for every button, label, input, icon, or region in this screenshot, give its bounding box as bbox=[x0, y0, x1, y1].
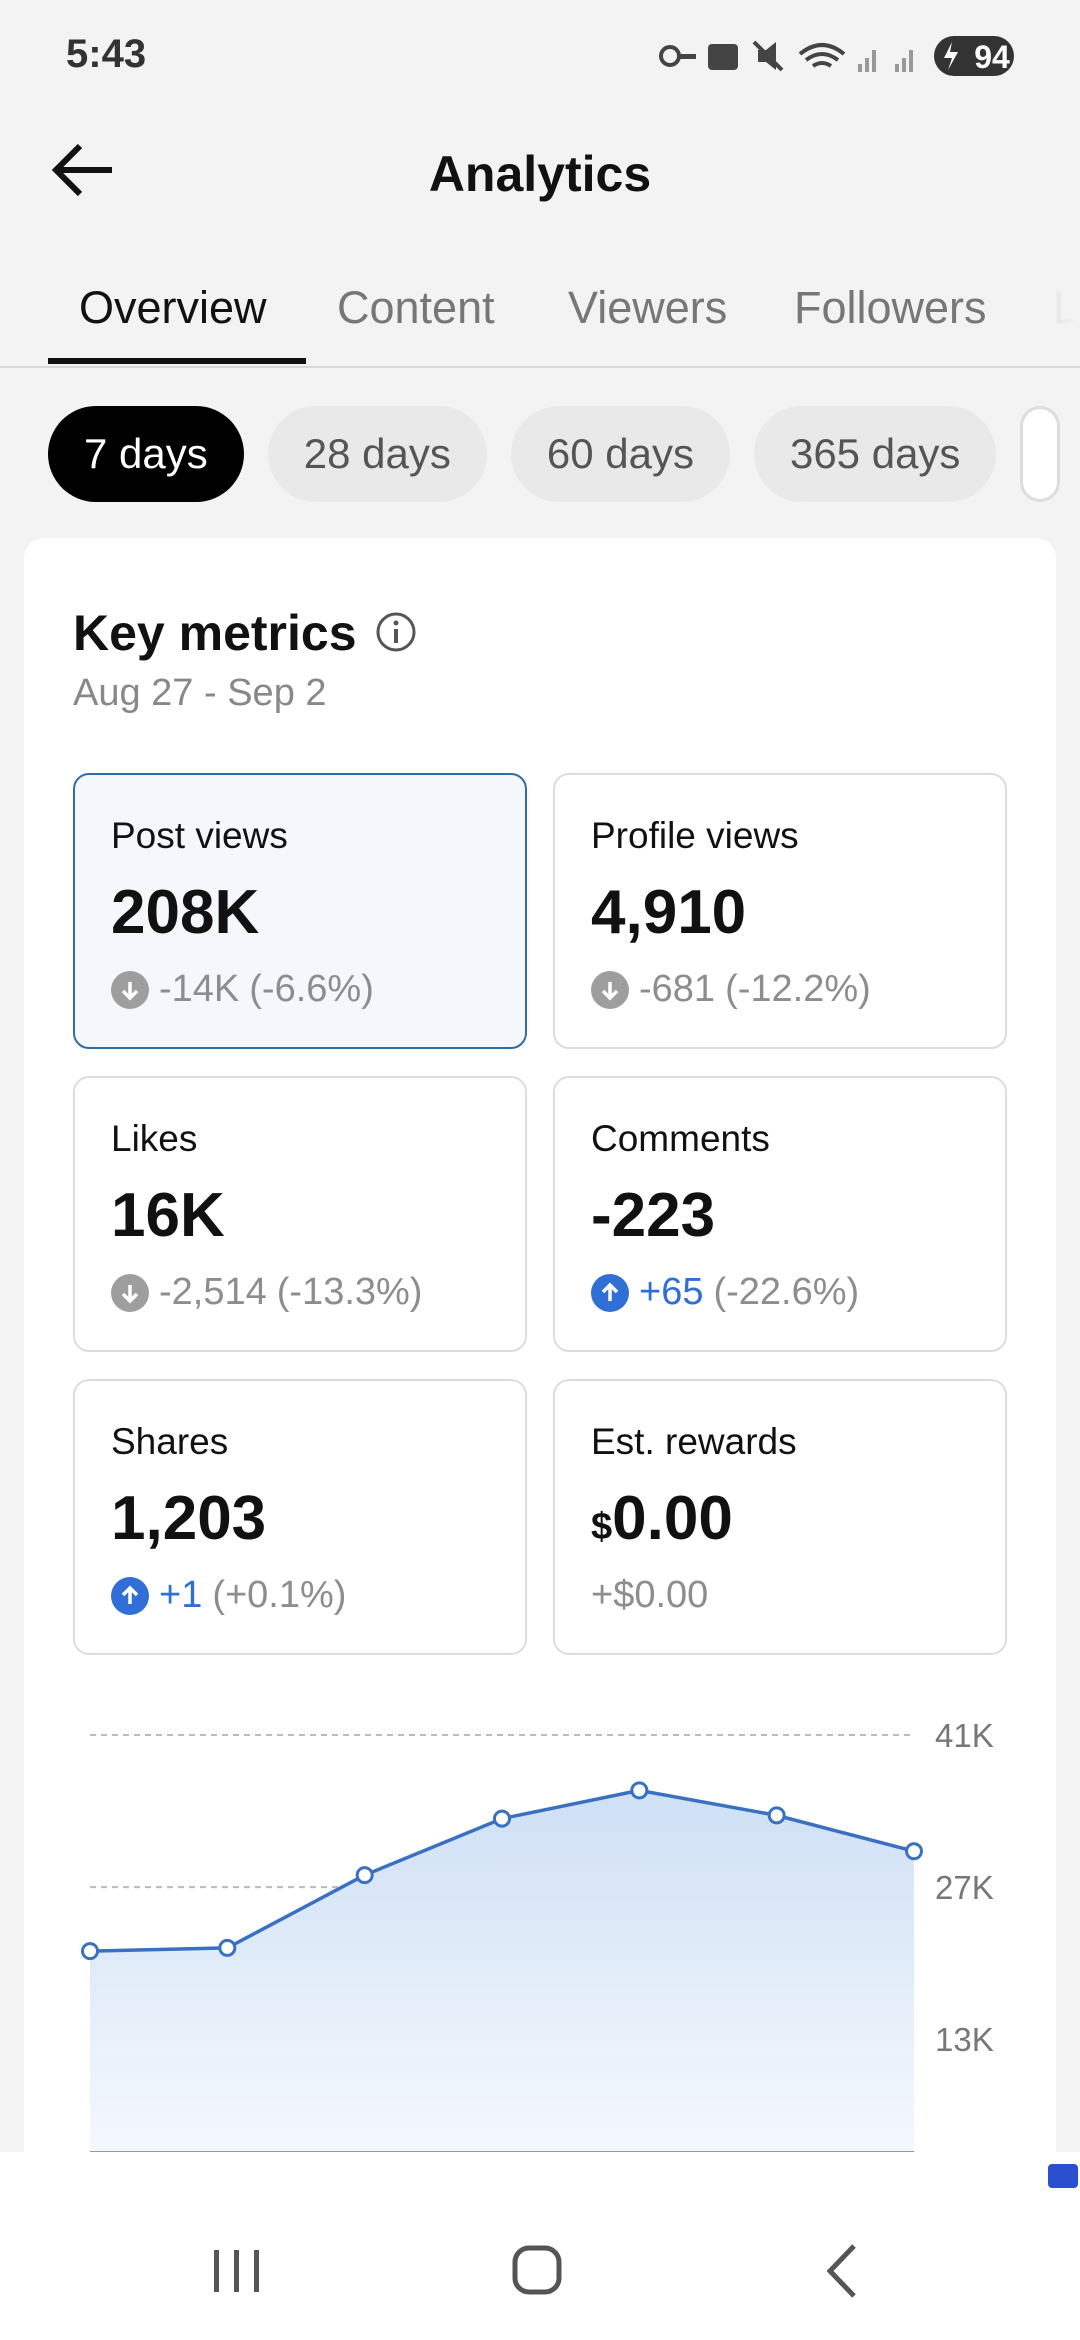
percent: (+0.1%) bbox=[212, 1574, 347, 1616]
change: -2,514 bbox=[159, 1271, 267, 1313]
date-range: Aug 27 - Sep 2 bbox=[73, 672, 327, 714]
metric-card[interactable]: Post views 208K -14K (-6.6%) bbox=[73, 773, 527, 1049]
period-chips: 7 days 28 days 60 days 365 days bbox=[48, 406, 1061, 502]
metric-card[interactable]: Est. rewards $0.00 +$0.00 bbox=[553, 1379, 1007, 1655]
nav-buttons bbox=[214, 2244, 856, 2298]
area bbox=[90, 1790, 914, 2151]
period-chip[interactable]: 7 days bbox=[48, 406, 244, 502]
period-chip[interactable] bbox=[1020, 406, 1061, 502]
metric-value: 16K bbox=[111, 1180, 225, 1251]
change: -681 bbox=[639, 968, 716, 1010]
point bbox=[630, 1781, 649, 1800]
currency: $ bbox=[591, 1506, 613, 1548]
y-tick-label: 27K bbox=[935, 1869, 994, 1906]
trend-icon bbox=[591, 970, 629, 1009]
percent: (-6.6%) bbox=[249, 968, 374, 1010]
point bbox=[355, 1866, 374, 1885]
value: 1,203 bbox=[111, 1484, 267, 1553]
metric-value: 208K bbox=[111, 877, 259, 948]
trend-icon bbox=[111, 1273, 149, 1312]
metric-card[interactable]: Likes 16K -2,514 (-13.3%) bbox=[73, 1076, 527, 1352]
percent: (-12.2%) bbox=[725, 968, 871, 1010]
point bbox=[218, 1938, 237, 1957]
metric-value: 1,203 bbox=[111, 1483, 266, 1554]
back-button[interactable] bbox=[48, 140, 120, 200]
value: 0.00 bbox=[612, 1484, 733, 1553]
recents-button[interactable] bbox=[214, 2250, 259, 2292]
y-tick-label: 41K bbox=[935, 1717, 994, 1754]
tab[interactable]: Viewers bbox=[568, 282, 728, 333]
tab-fade bbox=[1000, 250, 1080, 360]
value: -223 bbox=[591, 1181, 716, 1250]
tab[interactable]: Content bbox=[337, 282, 495, 333]
back-nav-button[interactable] bbox=[826, 2244, 856, 2298]
page-title: Analytics bbox=[428, 146, 652, 202]
point bbox=[767, 1806, 786, 1825]
metric-delta: +65 (-22.6%) bbox=[591, 1271, 859, 1314]
y-tick-label: 13K bbox=[935, 2021, 994, 2058]
info-icon[interactable] bbox=[374, 610, 418, 654]
change: +65 bbox=[639, 1271, 704, 1313]
metric-value: $0.00 bbox=[591, 1483, 733, 1554]
change: +$0.00 bbox=[591, 1574, 709, 1616]
period-chip[interactable]: 365 days bbox=[753, 406, 997, 502]
percent: (-13.3%) bbox=[276, 1271, 423, 1313]
metric-value: -223 bbox=[591, 1180, 715, 1251]
metric-label: Likes bbox=[111, 1118, 198, 1159]
metric-delta: +$0.00 bbox=[591, 1574, 708, 1617]
percent: (-22.6%) bbox=[713, 1271, 860, 1313]
section-title: Key metrics bbox=[73, 605, 357, 661]
tab[interactable]: Followers bbox=[794, 282, 987, 333]
metric-card[interactable]: Comments -223 +65 (-22.6%) bbox=[553, 1076, 1007, 1352]
tab[interactable]: Overview bbox=[79, 282, 267, 333]
trend-icon bbox=[111, 1576, 149, 1615]
point bbox=[493, 1809, 511, 1828]
metric-label: Profile views bbox=[591, 815, 799, 856]
period-chip[interactable]: 60 days bbox=[510, 406, 730, 502]
change: -14K bbox=[159, 968, 240, 1010]
metric-card[interactable]: Profile views 4,910 -681 (-12.2%) bbox=[553, 773, 1007, 1049]
metric-label: Comments bbox=[591, 1118, 770, 1159]
tab-indicator bbox=[48, 358, 306, 364]
status-time: 5:43 bbox=[66, 32, 147, 76]
metric-delta: -681 (-12.2%) bbox=[591, 968, 871, 1011]
metric-card[interactable]: Shares 1,203 +1 (+0.1%) bbox=[73, 1379, 527, 1655]
metric-label: Est. rewards bbox=[591, 1421, 797, 1462]
status-icons: 94 bbox=[659, 36, 1014, 76]
trend-icon bbox=[111, 970, 149, 1009]
metric-delta: -14K (-6.6%) bbox=[111, 968, 374, 1011]
value: 208K bbox=[111, 878, 260, 947]
metric-label: Shares bbox=[111, 1421, 229, 1462]
trend-icon bbox=[591, 1273, 629, 1312]
metric-delta: +1 (+0.1%) bbox=[111, 1574, 346, 1617]
divider bbox=[0, 366, 1080, 368]
metric-label: Post views bbox=[111, 815, 288, 856]
battery-level: 94 bbox=[974, 39, 1010, 75]
floating-icon[interactable] bbox=[1044, 2160, 1080, 2190]
metric-value: 4,910 bbox=[591, 877, 746, 948]
period-chip[interactable]: 28 days bbox=[267, 406, 487, 502]
change: +1 bbox=[159, 1574, 203, 1616]
metric-delta: -2,514 (-13.3%) bbox=[111, 1271, 422, 1314]
value: 16K bbox=[111, 1181, 225, 1250]
chart: 13K 27K 41K bbox=[81, 1717, 994, 2152]
point bbox=[905, 1842, 923, 1861]
point bbox=[81, 1942, 99, 1961]
home-button[interactable] bbox=[512, 2245, 562, 2295]
value: 4,910 bbox=[591, 878, 747, 947]
